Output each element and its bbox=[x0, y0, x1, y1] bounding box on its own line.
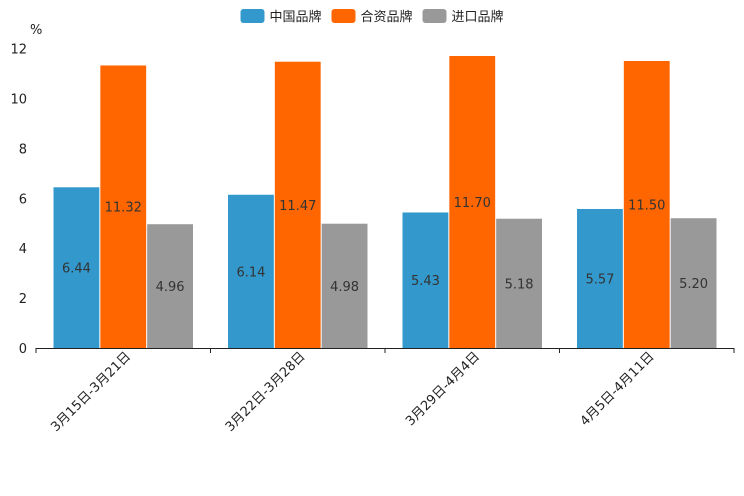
y-tick-label: 2 bbox=[19, 292, 27, 307]
y-tick-label: 4 bbox=[19, 242, 27, 257]
y-axis: 0 2 4 6 8 10 12 bbox=[10, 43, 27, 358]
bar bbox=[147, 224, 193, 348]
bar bbox=[670, 218, 717, 348]
x-tick-label: 3月15日-3月21日 bbox=[48, 349, 134, 435]
legend-swatch bbox=[240, 9, 265, 23]
bar-value-label: 4.98 bbox=[330, 280, 359, 295]
bar-value-label: 6.14 bbox=[236, 265, 265, 280]
legend: 中国品牌 合资品牌 进口品牌 bbox=[240, 9, 504, 25]
legend-label: 进口品牌 bbox=[452, 9, 504, 25]
bar-value-label: 5.20 bbox=[679, 277, 708, 292]
bar-value-label: 6.44 bbox=[62, 262, 91, 277]
bar-value-label: 11.47 bbox=[279, 199, 316, 214]
y-tick-label: 10 bbox=[10, 92, 27, 107]
bar-value-label: 4.96 bbox=[156, 280, 185, 295]
x-tick-label: 3月22日-3月28日 bbox=[223, 349, 309, 435]
bar-value-label: 11.70 bbox=[454, 196, 491, 211]
x-tick-label: 3月29日-4月4日 bbox=[403, 349, 483, 429]
bar bbox=[53, 187, 100, 348]
bar-value-label: 5.43 bbox=[411, 274, 440, 289]
y-tick-label: 6 bbox=[19, 192, 27, 207]
bar bbox=[100, 65, 147, 348]
bar bbox=[496, 218, 542, 348]
bar bbox=[577, 208, 623, 348]
legend-swatch bbox=[422, 9, 447, 23]
y-axis-unit-label: % bbox=[30, 23, 42, 38]
bar bbox=[321, 223, 368, 348]
bar-value-label: 5.18 bbox=[505, 277, 534, 292]
bar bbox=[274, 61, 321, 349]
legend-label: 中国品牌 bbox=[270, 9, 322, 25]
y-tick-label: 12 bbox=[10, 43, 27, 58]
y-tick-label: 8 bbox=[19, 142, 27, 157]
bar bbox=[623, 60, 670, 349]
legend-label: 合资品牌 bbox=[361, 9, 413, 25]
bar bbox=[402, 212, 449, 348]
x-axis: 3月15日-3月21日 3月22日-3月28日 3月29日-4月4日 4月5日-4月1… bbox=[35, 348, 735, 435]
y-tick-label: 0 bbox=[19, 342, 27, 357]
bar bbox=[228, 194, 274, 348]
bar-value-label: 11.50 bbox=[628, 198, 665, 213]
bar-value-label: 5.57 bbox=[585, 272, 614, 287]
bar-value-label: 11.32 bbox=[105, 201, 142, 216]
x-tick-label: 4月5日-4月11日 bbox=[578, 349, 658, 429]
legend-swatch bbox=[331, 9, 356, 23]
bar bbox=[449, 55, 496, 349]
bars: 6.44 6.14 5.43 5.57 11.32 11.47 11.70 11.50 4.96… bbox=[53, 55, 717, 349]
